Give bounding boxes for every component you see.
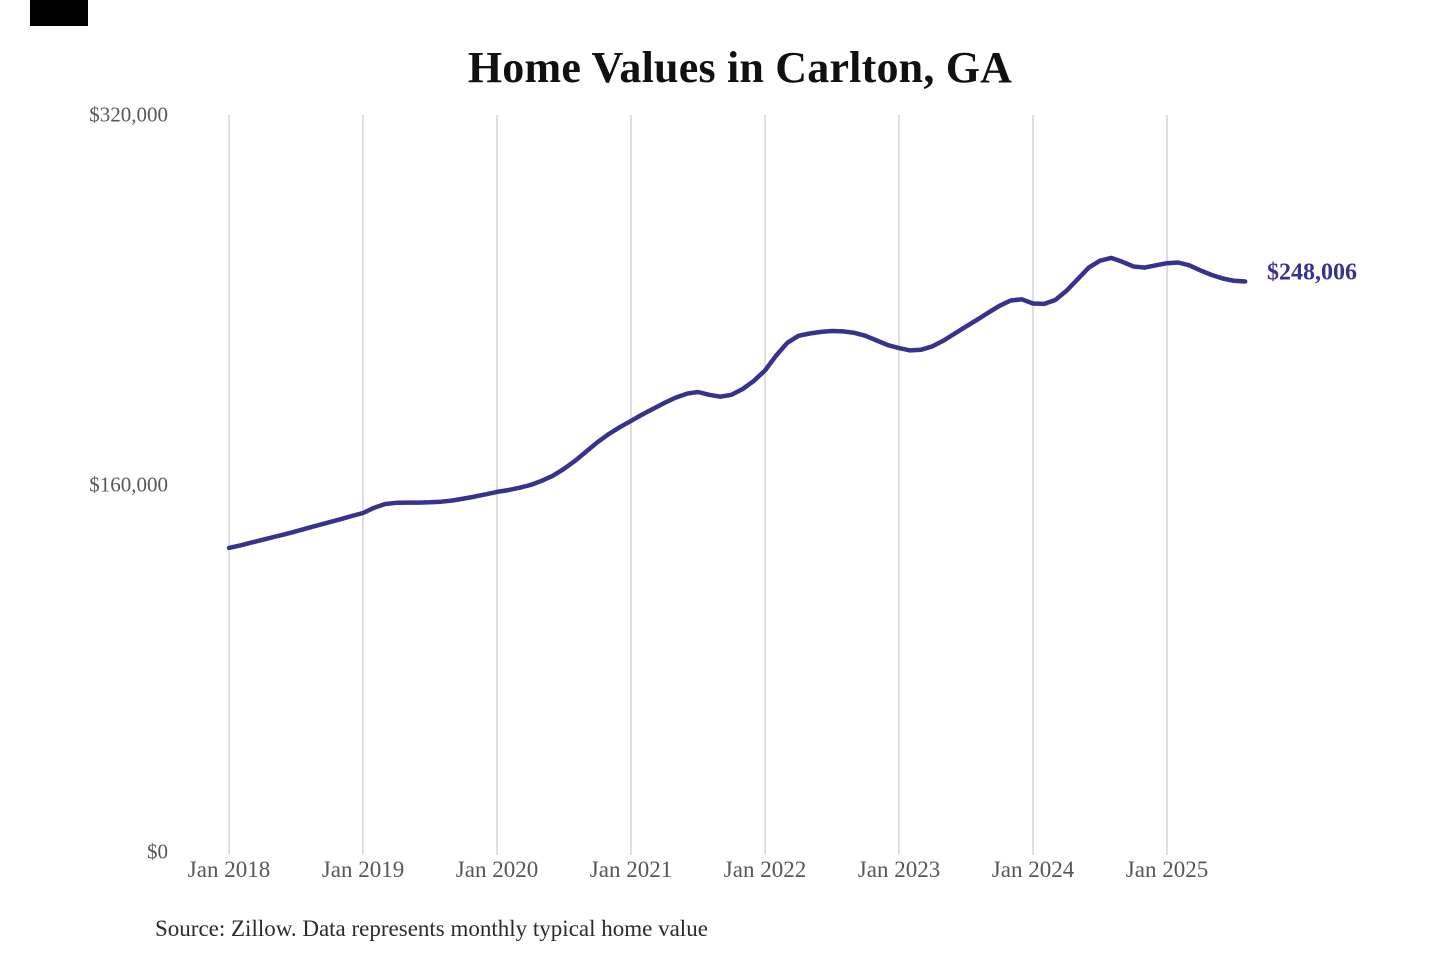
home-value-line bbox=[226, 255, 1248, 551]
x-tick-label: Jan 2020 bbox=[455, 857, 539, 882]
x-tick-label: Jan 2024 bbox=[991, 857, 1075, 882]
x-tick-label: Jan 2023 bbox=[857, 857, 941, 882]
x-tick-label: Jan 2025 bbox=[1125, 857, 1209, 882]
x-tick-label: Jan 2022 bbox=[723, 857, 807, 882]
screenshot-artifact-mark bbox=[30, 0, 88, 26]
y-tick-label: $0 bbox=[147, 839, 168, 864]
gridline-group bbox=[228, 115, 1168, 855]
y-tick-label: $320,000 bbox=[89, 102, 168, 127]
x-tick-label: Jan 2018 bbox=[187, 857, 271, 882]
x-tick-label: Jan 2021 bbox=[589, 857, 673, 882]
y-tick-label: $160,000 bbox=[89, 472, 168, 497]
series-end-value-label: $248,006 bbox=[1267, 259, 1357, 286]
x-tick-label: Jan 2019 bbox=[321, 857, 405, 882]
source-note: Source: Zillow. Data represents monthly … bbox=[155, 916, 708, 941]
chart-title: Home Values in Carlton, GA bbox=[467, 43, 1013, 92]
